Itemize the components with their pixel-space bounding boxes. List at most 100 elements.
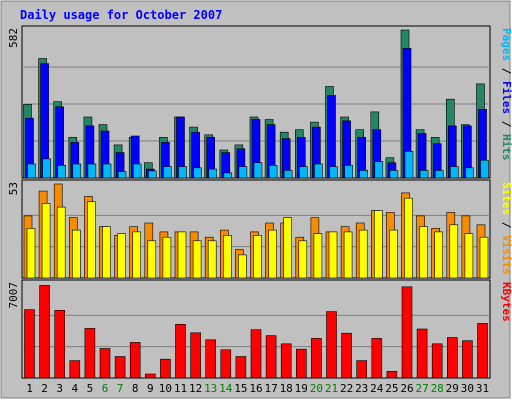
bar-kbytes-day-19 (295, 348, 307, 379)
legend-item-sites: Sites (500, 182, 512, 215)
bar-pages-day-27 (419, 170, 429, 179)
bar-sites-day-17 (268, 229, 277, 279)
bar-kbytes-day-13 (205, 339, 216, 379)
max-label-visits: 53 (7, 182, 20, 195)
legend-item-visits: Visits (500, 235, 512, 275)
bar-sites-day-28 (434, 231, 444, 279)
x-tick-label-14: 14 (219, 382, 233, 395)
bar-kbytes-day-10 (160, 358, 171, 379)
bar-sites-day-26 (404, 197, 413, 279)
bar-sites-day-22 (343, 231, 353, 279)
bar-pages-day-23 (359, 170, 369, 179)
bar-sites-day-21 (328, 231, 338, 279)
bar-pages-day-13 (208, 168, 217, 179)
x-tick-label-3: 3 (56, 382, 63, 395)
bar-pages-day-7 (117, 171, 127, 179)
x-tick-label-7: 7 (117, 382, 124, 395)
x-tick-label-21: 21 (325, 382, 338, 395)
bar-sites-day-23 (358, 229, 368, 279)
bar-kbytes-day-23 (356, 360, 368, 379)
bar-kbytes-day-11 (175, 323, 186, 379)
legend-separator: / (500, 114, 512, 134)
bar-files-day-21 (327, 95, 336, 179)
bar-pages-day-17 (268, 165, 278, 179)
legend-hits: Pages / Files / Hits (500, 28, 512, 161)
bar-kbytes-day-3 (54, 309, 66, 379)
bar-kbytes-day-17 (265, 335, 277, 379)
bar-kbytes-day-8 (129, 342, 141, 379)
bar-kbytes-day-6 (99, 348, 111, 379)
bar-kbytes-day-20 (311, 338, 322, 379)
bar-pages-day-19 (298, 166, 308, 179)
bar-pages-day-12 (193, 167, 202, 179)
max-label-hits: 582 (7, 28, 20, 48)
bar-sites-day-7 (117, 233, 126, 279)
bar-sites-day-1 (26, 228, 36, 279)
bar-kbytes-day-21 (326, 311, 337, 379)
x-tick-label-26: 26 (400, 382, 413, 395)
bar-pages-day-22 (344, 165, 353, 179)
bar-pages-day-14 (223, 172, 233, 179)
bar-kbytes-day-9 (145, 373, 156, 379)
bar-pages-day-29 (449, 166, 459, 179)
x-tick-label-17: 17 (264, 382, 277, 395)
bar-pages-day-16 (253, 162, 263, 179)
bar-pages-day-31 (480, 159, 489, 179)
bar-kbytes-day-7 (114, 356, 126, 379)
bar-kbytes-day-24 (371, 338, 383, 379)
bar-sites-day-11 (177, 231, 187, 279)
x-tick-label-16: 16 (249, 382, 262, 395)
bar-sites-day-13 (207, 240, 217, 279)
bar-kbytes-day-12 (190, 332, 201, 379)
max-label-kbytes: 7007 (7, 282, 20, 309)
bar-kbytes-day-5 (84, 328, 96, 379)
x-tick-label-25: 25 (385, 382, 398, 395)
x-tick-label-24: 24 (370, 382, 384, 395)
bar-pages-day-5 (87, 163, 97, 179)
x-tick-label-22: 22 (340, 382, 353, 395)
x-tick-label-2: 2 (41, 382, 48, 395)
x-tick-label-1: 1 (26, 382, 33, 395)
bar-sites-day-3 (56, 206, 66, 279)
x-tick-label-13: 13 (204, 382, 217, 395)
chart-title: Daily usage for October 2007 (20, 8, 222, 22)
panel-hits: 582 Pages / Files / Hits (7, 25, 512, 179)
bar-kbytes-day-16 (250, 329, 262, 379)
x-tick-label-8: 8 (132, 382, 139, 395)
x-tick-label-15: 15 (234, 382, 247, 395)
x-tick-label-6: 6 (102, 382, 109, 395)
bar-kbytes-day-2 (39, 285, 50, 379)
panel-kbytes: 7007 KBytes (7, 279, 512, 379)
bar-sites-day-2 (41, 203, 51, 279)
bar-kbytes-day-30 (462, 340, 473, 379)
bar-sites-day-24 (373, 210, 383, 279)
legend-separator: / (500, 215, 512, 235)
bar-pages-day-2 (42, 158, 51, 179)
bar-sites-day-20 (313, 233, 323, 279)
x-tick-label-28: 28 (431, 382, 444, 395)
bar-kbytes-day-4 (69, 360, 81, 379)
x-tick-label-20: 20 (310, 382, 323, 395)
bar-sites-day-25 (389, 229, 398, 279)
bar-pages-day-24 (374, 161, 384, 179)
bar-sites-day-30 (464, 233, 474, 279)
bar-kbytes-day-14 (220, 349, 232, 379)
bar-sites-day-18 (283, 217, 293, 279)
bar-sites-day-5 (87, 201, 96, 279)
bar-sites-day-8 (132, 231, 141, 279)
x-tick-label-27: 27 (415, 382, 428, 395)
x-tick-label-4: 4 (71, 382, 78, 395)
x-tick-label-30: 30 (461, 382, 474, 395)
legend-separator: / (500, 61, 512, 81)
bar-kbytes-day-1 (24, 309, 35, 379)
x-tick-label-31: 31 (476, 382, 489, 395)
chart-panels: 582 Pages / Files / Hits 53 Sites / Visits 7… (7, 25, 512, 379)
x-tick-label-29: 29 (446, 382, 459, 395)
bar-kbytes-day-28 (431, 343, 443, 379)
bar-pages-day-11 (178, 166, 187, 179)
legend-kbytes: KBytes (500, 282, 512, 322)
x-tick-label-19: 19 (295, 382, 308, 395)
legend-item-files: Files (500, 81, 512, 114)
x-tick-label-10: 10 (159, 382, 172, 395)
bar-sites-day-14 (223, 235, 232, 279)
